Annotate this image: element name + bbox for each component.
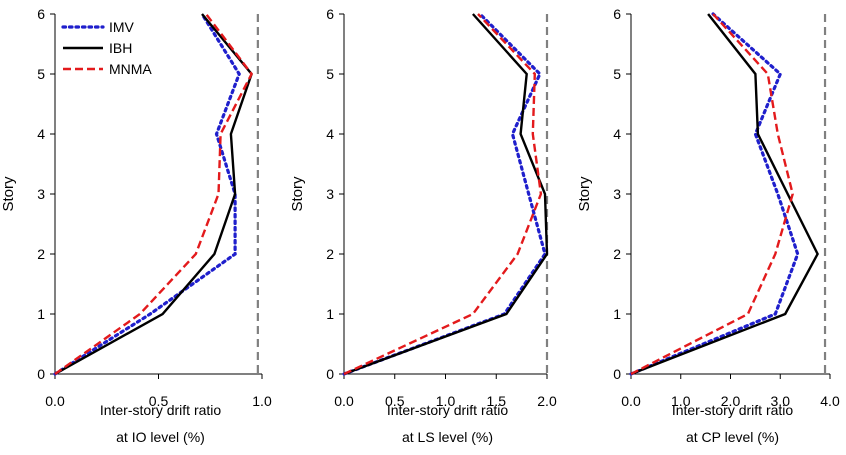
x-tick-label: 0.0 (45, 393, 65, 409)
y-tick-label: 2 (37, 246, 45, 262)
y-tick-label: 2 (326, 246, 334, 262)
x-tick-label: 0.5 (385, 393, 405, 409)
legend-label-ibh: IBH (109, 40, 132, 56)
series-line-ibh (343, 13, 549, 376)
y-axis-label: Story (289, 176, 306, 212)
x-tick-label: 4.0 (820, 393, 840, 409)
x-tick-label: 1.0 (436, 393, 456, 409)
y-tick-label: 6 (326, 6, 334, 22)
y-tick-label: 3 (613, 186, 621, 202)
x-axis-label: Inter-story drift ratio (100, 402, 222, 418)
y-axis-label: Story (576, 176, 593, 212)
y-tick-label: 1 (326, 306, 334, 322)
series-line-ibh (630, 13, 819, 376)
y-tick-label: 2 (613, 246, 621, 262)
x-axis-label: Inter-story drift ratio (387, 402, 509, 418)
chart-panel-3: 0 1 2 3 4 5 6 0.0 1.0 2.0 3.0 4.0 Story Inter-story d… (576, 6, 840, 445)
x-tick-label: 1.5 (487, 393, 507, 409)
x-tick-label: 0.0 (621, 393, 641, 409)
legend-label-imv: IMV (109, 19, 135, 35)
y-tick-label: 3 (37, 186, 45, 202)
x-tick-label: 1.0 (252, 393, 272, 409)
y-tick-label: 6 (37, 6, 45, 22)
y-tick-label: 6 (613, 6, 621, 22)
series-line-imv (629, 12, 800, 376)
y-tick-label: 5 (326, 66, 334, 82)
y-axis-label: Story (0, 176, 17, 212)
legend: IMV IBH MNMA (61, 19, 152, 77)
y-tick-label: 5 (613, 66, 621, 82)
y-tick-label: 4 (613, 126, 621, 142)
y-tick-label: 4 (37, 126, 45, 142)
chart-panel-2: 0 1 2 3 4 5 6 0.0 0.5 1.0 1.5 2.0 Story Inter-story d… (289, 6, 557, 445)
x-tick-label: 3.0 (771, 393, 791, 409)
series-line-mnma (343, 13, 543, 376)
y-tick-label: 0 (613, 366, 621, 382)
x-tick-label: 0.5 (149, 393, 169, 409)
y-tick-label: 3 (326, 186, 334, 202)
y-tick-label: 5 (37, 66, 45, 82)
legend-label-mnma: MNMA (109, 61, 152, 77)
y-tick-label: 0 (326, 366, 334, 382)
series-line-imv (342, 12, 547, 376)
y-tick-label: 1 (37, 306, 45, 322)
y-tick-label: 0 (37, 366, 45, 382)
x-tick-label: 0.0 (334, 393, 354, 409)
series-line-mnma (54, 13, 254, 375)
x-tick-label: 2.0 (537, 393, 557, 409)
y-tick-label: 4 (326, 126, 334, 142)
series-line-ibh (54, 13, 253, 376)
chart-panel-1: 0 1 2 3 4 5 6 0.0 0.5 1.0 Story Inter-story drift r… (0, 6, 272, 445)
x-axis-label-line2: at IO level (%) (116, 429, 205, 445)
x-tick-label: 1.0 (671, 393, 691, 409)
x-axis-label-line2: at LS level (%) (402, 429, 493, 445)
x-axis-label-line2: at CP level (%) (686, 429, 779, 445)
x-tick-label: 2.0 (721, 393, 741, 409)
y-tick-label: 1 (613, 306, 621, 322)
series-line-mnma (630, 13, 794, 376)
x-axis-label: Inter-story drift ratio (672, 402, 794, 418)
